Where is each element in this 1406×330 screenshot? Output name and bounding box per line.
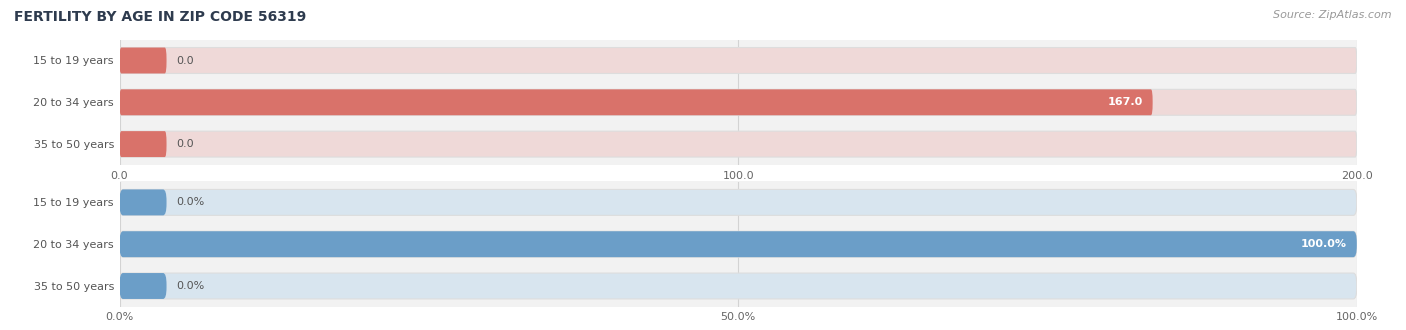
Text: 0.0: 0.0 — [176, 139, 194, 149]
FancyBboxPatch shape — [120, 131, 1357, 157]
FancyBboxPatch shape — [120, 231, 1357, 257]
FancyBboxPatch shape — [120, 89, 1153, 115]
FancyBboxPatch shape — [120, 48, 166, 74]
FancyBboxPatch shape — [120, 273, 166, 299]
FancyBboxPatch shape — [120, 273, 1357, 299]
FancyBboxPatch shape — [120, 189, 1357, 215]
FancyBboxPatch shape — [120, 231, 1357, 257]
Text: 0.0%: 0.0% — [176, 281, 205, 291]
Text: Source: ZipAtlas.com: Source: ZipAtlas.com — [1274, 10, 1392, 20]
Text: 100.0%: 100.0% — [1301, 239, 1347, 249]
FancyBboxPatch shape — [120, 131, 166, 157]
FancyBboxPatch shape — [120, 89, 1357, 115]
FancyBboxPatch shape — [120, 189, 166, 215]
Text: FERTILITY BY AGE IN ZIP CODE 56319: FERTILITY BY AGE IN ZIP CODE 56319 — [14, 10, 307, 24]
Text: 0.0: 0.0 — [176, 55, 194, 65]
Text: 0.0%: 0.0% — [176, 197, 205, 207]
Text: 167.0: 167.0 — [1108, 97, 1143, 107]
FancyBboxPatch shape — [120, 48, 1357, 74]
